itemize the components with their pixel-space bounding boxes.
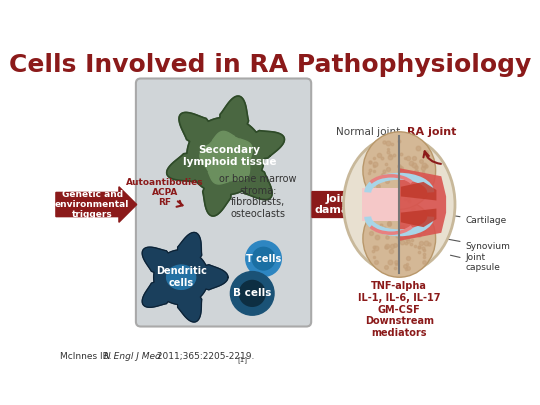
Ellipse shape: [343, 136, 455, 273]
Text: N Engl J Med: N Engl J Med: [104, 352, 161, 361]
Text: Normal joint: Normal joint: [336, 127, 401, 137]
Ellipse shape: [363, 200, 436, 277]
Circle shape: [239, 280, 265, 306]
Text: TNF-alpha
IL-1, IL-6, IL-17
GM-CSF
Downstream
mediators: TNF-alpha IL-1, IL-6, IL-17 GM-CSF Downs…: [358, 281, 441, 338]
Text: T cells: T cells: [246, 254, 281, 264]
FancyArrow shape: [56, 187, 137, 222]
Polygon shape: [401, 209, 436, 227]
Circle shape: [252, 247, 275, 270]
Text: Joint
damage: Joint damage: [315, 194, 365, 215]
Text: RA joint: RA joint: [407, 127, 456, 137]
Circle shape: [231, 272, 274, 315]
Polygon shape: [200, 131, 252, 184]
Polygon shape: [401, 182, 436, 200]
Text: Cells Involved in RA Pathophysiology: Cells Involved in RA Pathophysiology: [9, 53, 531, 77]
Text: Autoantibodies
ACPA
RF: Autoantibodies ACPA RF: [126, 177, 204, 207]
FancyArrow shape: [312, 186, 375, 223]
Polygon shape: [399, 168, 446, 241]
Polygon shape: [167, 265, 195, 289]
Text: Dendritic
cells: Dendritic cells: [156, 266, 207, 288]
Text: 2011;365:2205-2219.: 2011;365:2205-2219.: [154, 352, 255, 361]
Text: Synovium: Synovium: [447, 239, 510, 251]
Ellipse shape: [363, 132, 436, 209]
Text: Secondary
lymphoid tissue: Secondary lymphoid tissue: [183, 145, 276, 167]
Text: [1]: [1]: [238, 356, 248, 363]
Text: B cells: B cells: [233, 288, 272, 298]
Circle shape: [246, 241, 281, 277]
Text: Joint
capsule: Joint capsule: [450, 253, 501, 273]
Polygon shape: [362, 188, 399, 221]
Text: or bone marrow
stroma:
fibroblasts,
osteoclasts: or bone marrow stroma: fibroblasts, oste…: [219, 174, 296, 219]
FancyBboxPatch shape: [136, 79, 311, 326]
Polygon shape: [167, 96, 285, 216]
Text: Genetic and
environmental
triggers: Genetic and environmental triggers: [55, 190, 130, 220]
Text: McInnes IB.: McInnes IB.: [60, 352, 114, 361]
Text: Cartilage: Cartilage: [436, 213, 507, 225]
Polygon shape: [142, 232, 228, 322]
